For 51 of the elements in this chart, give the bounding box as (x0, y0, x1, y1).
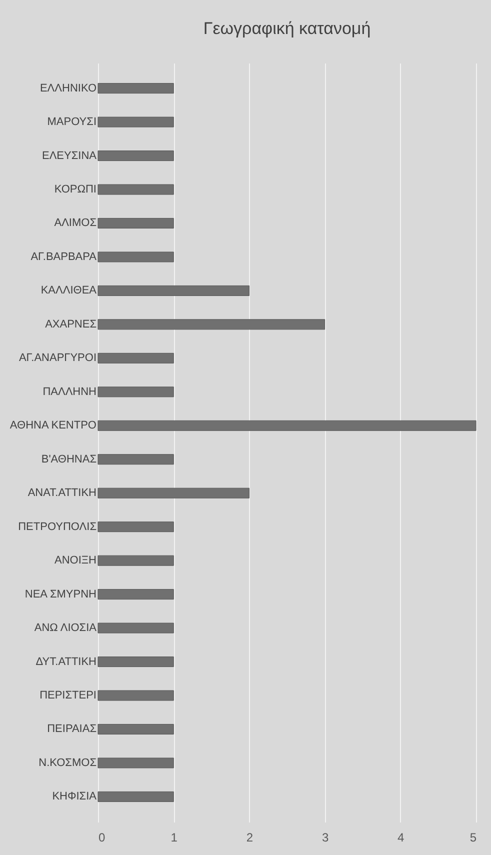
y-tick-label: ΠΕΙΡΑΙΑΣ (47, 723, 97, 736)
y-tick-label: ΝΕΑ ΣΜΥΡΝΗ (24, 588, 97, 600)
bar (98, 150, 174, 162)
y-tick-label: ΔΥΤ.ΑΤΤΙΚΗ (36, 656, 97, 668)
x-tick-label: 2 (246, 830, 254, 844)
bar (98, 555, 174, 566)
bar (98, 352, 174, 364)
x-tick-label: 0 (98, 830, 106, 844)
y-tick-label: ΑΝΟΙΞΗ (54, 554, 97, 567)
y-tick-label: ΑΛΙΜΟΣ (54, 217, 97, 230)
y-tick-label: ΕΛΛΗΝΙΚΟ (40, 82, 97, 94)
y-tick-label: ΚΟΡΩΠΙ (54, 184, 96, 196)
bar (98, 285, 250, 296)
bar (98, 386, 174, 398)
bar (98, 656, 174, 668)
x-tick-label: 5 (470, 830, 477, 844)
y-tick-label: ΑΓ.ΑΝΑΡΓΥΡΟΙ (18, 352, 96, 364)
y-tick-label: ΑΝΩ ΛΙΟΣΙΑ (34, 622, 98, 634)
bar (98, 488, 250, 498)
bar (98, 83, 174, 94)
y-tick-label: Ν.ΚΟΣΜΟΣ (38, 756, 97, 769)
bar (98, 690, 174, 701)
bar (98, 252, 174, 262)
y-tick-label: ΑΧΑΡΝΕΣ (45, 318, 97, 330)
y-tick-label: ΑΓ.ΒΑΡΒΑΡΑ (30, 250, 98, 263)
y-tick-label: Β'ΑΘΗΝΑΣ (41, 453, 97, 466)
bar (98, 218, 174, 228)
bar (98, 589, 174, 600)
y-tick-label: ΑΘΗΝΑ ΚΕΝΤΡΟ (10, 420, 97, 432)
y-tick-label: ΠΕΤΡΟΥΠΟΛΙΣ (18, 520, 97, 533)
bar (98, 420, 476, 431)
bar (98, 724, 174, 734)
bar (98, 454, 174, 465)
chart-title: Γεωγραφική κατανομή (203, 19, 371, 38)
bar (98, 184, 174, 195)
y-tick-label: ΚΑΛΛΙΘΕΑ (40, 284, 98, 297)
bar (98, 319, 326, 330)
bar (98, 791, 174, 802)
x-tick-label: 3 (322, 830, 329, 844)
y-tick-label: ΠΕΡΙΣΤΕΡΙ (40, 690, 96, 702)
bar (98, 758, 174, 768)
y-tick-label: ΠΑΛΛΗΝΗ (42, 386, 97, 398)
bar (98, 622, 174, 634)
y-tick-label: ΕΛΕΥΣΙΝΑ (42, 150, 98, 162)
bar (98, 522, 174, 532)
x-tick-label: 1 (170, 830, 178, 844)
bar (98, 116, 174, 128)
y-tick-label: ΜΑΡΟΥΣΙ (47, 116, 96, 128)
y-tick-label: ΚΗΦΙΣΙΑ (52, 790, 98, 803)
x-tick-label: 4 (398, 830, 405, 844)
y-tick-label: ΑΝΑΤ.ΑΤΤΙΚΗ (28, 487, 97, 500)
